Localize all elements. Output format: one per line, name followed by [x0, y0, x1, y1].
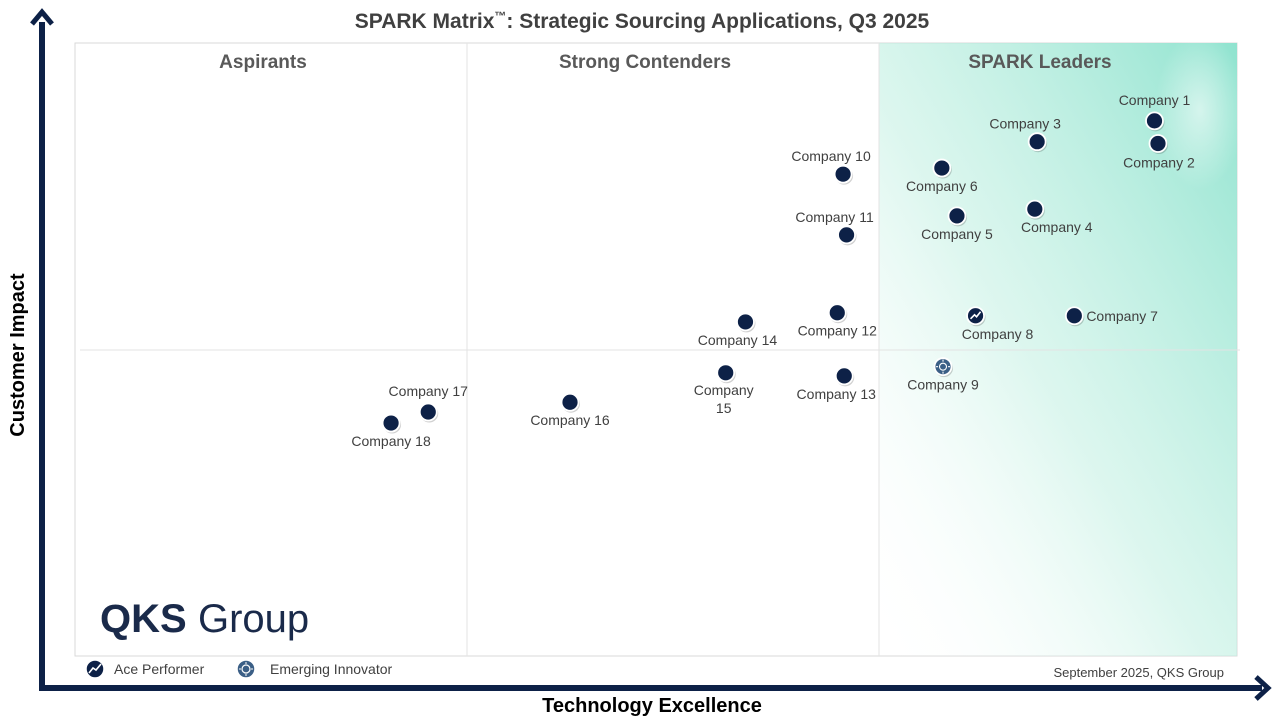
points-layer: Company 1 Company 2 Company 3 Company 4 Comp…: [351, 92, 1195, 449]
data-point-4: Company 4: [1021, 199, 1093, 235]
leaders-glow: [1155, 30, 1245, 190]
title-main: SPARK Matrix: [355, 10, 495, 33]
point-marker: [834, 366, 854, 386]
data-point-12: Company 12: [798, 303, 878, 339]
x-axis-arrowhead: [1254, 675, 1272, 701]
data-point-3: Company 3: [989, 116, 1061, 153]
data-point-6: Company 6: [906, 158, 978, 194]
point-label: Company 11: [795, 209, 874, 225]
point-marker: [947, 206, 967, 226]
point-label: Company 5: [921, 226, 993, 242]
point-marker: [1145, 111, 1164, 131]
point-label: Company 6: [906, 178, 978, 194]
point-label: Company 3: [989, 116, 1061, 132]
point-marker: [1025, 199, 1045, 219]
data-point-15: Company 15: [694, 363, 754, 416]
x-axis-title: Technology Excellence: [542, 695, 762, 717]
point-marker: [837, 225, 856, 245]
point-label: Company 1: [1119, 92, 1191, 108]
data-point-9: Company 9: [907, 357, 979, 393]
legend-emerging-innovator: Emerging Innovator: [236, 659, 393, 679]
point-label: Company 12: [798, 323, 878, 339]
point-marker: [833, 164, 853, 184]
point-marker: [933, 357, 953, 377]
footer-date-source: September 2025, QKS Group: [1053, 665, 1224, 680]
point-marker: [736, 312, 755, 332]
data-point-2: Company 2: [1123, 134, 1195, 171]
emerging-innovator-icon: [936, 359, 951, 374]
qks-group-logo: QKS Group: [100, 597, 309, 641]
point-label: Company 2: [1123, 155, 1195, 171]
point-label: Company 14: [698, 332, 778, 348]
ace-performer-icon: [969, 311, 982, 320]
legend: Ace Performer Emerging Innovator: [85, 659, 393, 679]
data-point-14: Company 14: [698, 312, 778, 348]
point-label: Company 7: [1086, 308, 1158, 324]
point-label: Company 17: [389, 383, 469, 399]
point-marker: [827, 303, 847, 323]
data-point-5: Company 5: [921, 206, 993, 242]
point-label: Company 13: [797, 386, 877, 402]
data-point-16: Company 16: [530, 392, 610, 428]
quadrant-label-contenders: Strong Contenders: [559, 52, 731, 73]
point-label: Company 18: [351, 433, 431, 449]
point-marker: [381, 413, 401, 433]
y-axis-arrowhead: [30, 8, 54, 26]
data-point-8: Company 8: [962, 306, 1034, 342]
title-tm: ™: [494, 9, 506, 23]
data-point-18: Company 18: [351, 413, 431, 449]
point-marker: [418, 402, 438, 422]
point-marker: [1064, 306, 1084, 326]
data-point-1: Company 1: [1119, 92, 1191, 132]
logo-text-bold: QKS: [100, 597, 187, 641]
chart-title: SPARK Matrix™: Strategic Sourcing Applic…: [355, 9, 930, 33]
data-point-17: Company 17: [389, 383, 469, 423]
point-marker: [932, 158, 952, 178]
point-marker: [1027, 132, 1047, 152]
y-axis-title: Customer Impact: [7, 273, 29, 437]
point-marker: [1148, 134, 1168, 153]
legend-ace-label: Ace Performer: [114, 661, 205, 677]
legend-ace-performer: Ace Performer: [85, 659, 205, 679]
logo-text-light: Group: [198, 597, 309, 641]
data-point-13: Company 13: [797, 366, 877, 402]
point-marker: [560, 392, 580, 412]
point-label: Company 9: [907, 377, 979, 393]
data-point-10: Company 10: [791, 148, 871, 185]
point-marker: [716, 363, 736, 383]
data-point-11: Company 11: [795, 209, 874, 246]
data-point-7: Company 7: [1064, 306, 1158, 327]
point-label: Company 10: [791, 148, 871, 164]
point-label: Company 16: [530, 412, 610, 428]
emerging-innovator-icon: [236, 659, 256, 679]
quadrant-label-aspirants: Aspirants: [219, 52, 307, 73]
point-label: Company 8: [962, 326, 1034, 342]
point-label: Company 4: [1021, 219, 1093, 235]
quadrant-label-leaders: SPARK Leaders: [968, 52, 1111, 73]
point-label: Company 15: [694, 382, 754, 416]
legend-emerging-label: Emerging Innovator: [270, 661, 393, 677]
title-rest: : Strategic Sourcing Applications, Q3 20…: [506, 10, 929, 33]
